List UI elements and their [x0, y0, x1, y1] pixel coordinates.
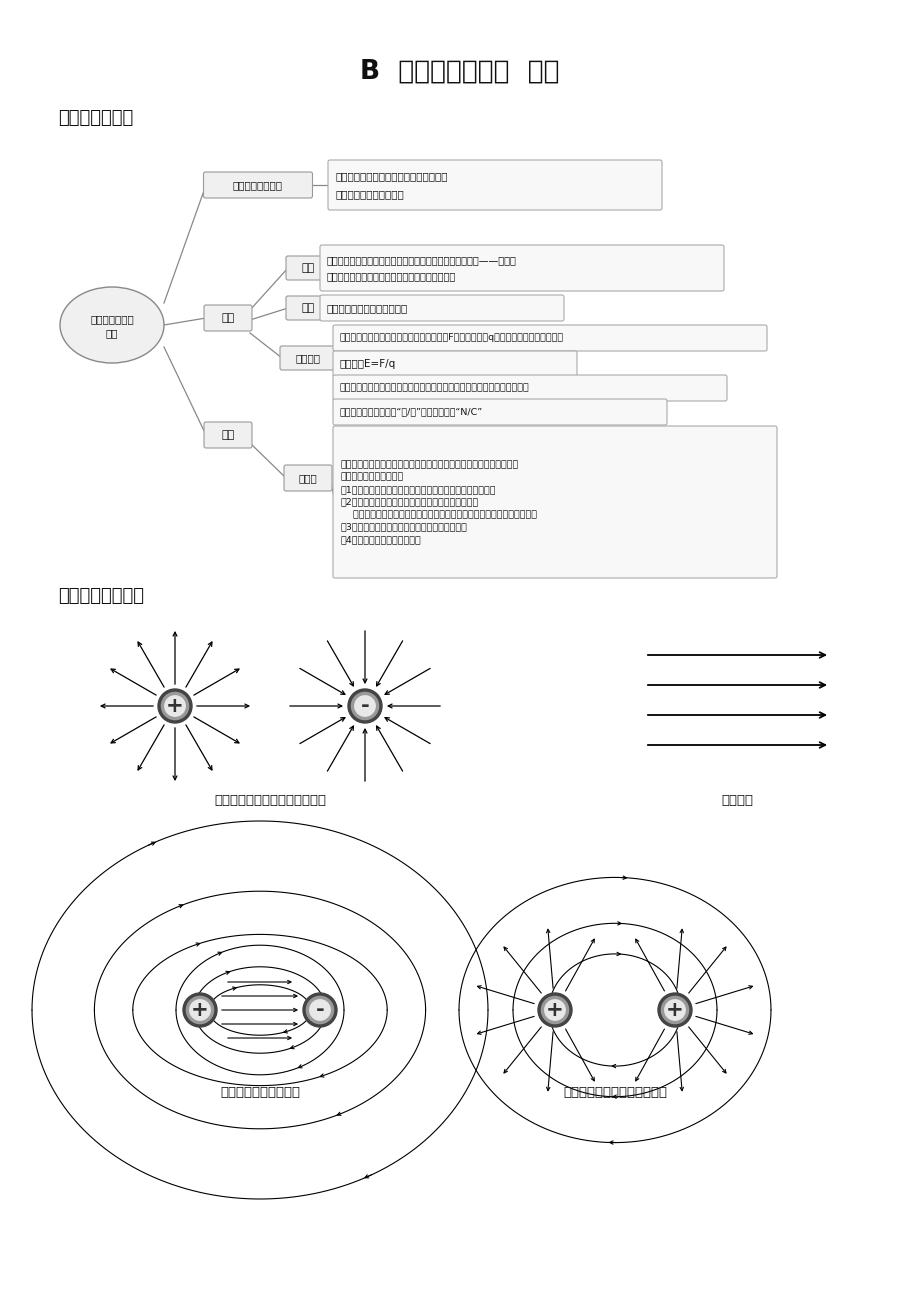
Circle shape	[540, 996, 568, 1023]
FancyBboxPatch shape	[203, 172, 312, 198]
Circle shape	[355, 695, 375, 716]
Text: 对放入其中的电荷有力的作用: 对放入其中的电荷有力的作用	[326, 303, 408, 312]
Text: 特性: 特性	[301, 303, 314, 312]
FancyBboxPatch shape	[320, 245, 723, 292]
Text: 孤立的正、负点电荷周围的电场: 孤立的正、负点电荷周围的电场	[214, 793, 325, 806]
Circle shape	[161, 693, 188, 720]
Circle shape	[347, 689, 381, 723]
Text: -: -	[360, 697, 369, 716]
FancyBboxPatch shape	[286, 296, 330, 320]
Text: -: -	[315, 1000, 324, 1019]
FancyBboxPatch shape	[320, 296, 563, 322]
Circle shape	[664, 1000, 685, 1021]
Circle shape	[544, 1000, 564, 1021]
Text: 电场: 电场	[106, 328, 119, 339]
Text: +: +	[546, 1000, 563, 1019]
Text: 电荷的相互作用: 电荷的相互作用	[90, 314, 134, 324]
FancyBboxPatch shape	[284, 465, 332, 491]
Circle shape	[187, 996, 213, 1023]
FancyBboxPatch shape	[333, 426, 777, 578]
Text: +: +	[191, 1000, 209, 1019]
FancyBboxPatch shape	[204, 422, 252, 448]
Text: +: +	[665, 1000, 683, 1019]
Text: 概念: 概念	[301, 263, 314, 273]
Text: 电场线: 电场线	[299, 473, 317, 483]
Text: 表达式：E=F/q: 表达式：E=F/q	[340, 359, 396, 368]
Text: 电场强度: 电场强度	[295, 353, 320, 363]
Circle shape	[306, 996, 334, 1023]
FancyBboxPatch shape	[333, 375, 726, 401]
Text: 知识点思维导图: 知识点思维导图	[58, 109, 133, 128]
Text: 静止电荷产生的电场只是电场中的一类，叫静电场: 静止电荷产生的电场只是电场中的一类，叫静电场	[326, 271, 456, 281]
Text: B  电荷的相互作用  电场: B 电荷的相互作用 电场	[360, 59, 559, 85]
Text: 电场强度的国际单位是“牛/库”，单位代号是“N/C”: 电场强度的国际单位是“牛/库”，单位代号是“N/C”	[340, 408, 482, 417]
FancyBboxPatch shape	[328, 160, 662, 210]
Text: 等量同种（正）点电荷的电场: 等量同种（正）点电荷的电场	[562, 1086, 666, 1099]
Text: +: +	[166, 697, 184, 716]
Text: 电场强度是矢量，规定正电荷受到的电场力的方向为该点的电场强度的方向: 电场强度是矢量，规定正电荷受到的电场力的方向为该点的电场强度的方向	[340, 384, 529, 392]
Text: 几种常见的电场线: 几种常见的电场线	[58, 587, 144, 605]
Circle shape	[189, 1000, 210, 1021]
Text: 匀强电场: 匀强电场	[720, 793, 752, 806]
Circle shape	[538, 993, 572, 1027]
Text: 同种电荷相互排斥，异种电荷相互吸引。: 同种电荷相互排斥，异种电荷相互吸引。	[335, 171, 448, 181]
Text: 描述: 描述	[221, 430, 234, 440]
Circle shape	[657, 993, 691, 1027]
Text: 等量异种点电荷的电场: 等量异种点电荷的电场	[220, 1086, 300, 1099]
FancyBboxPatch shape	[333, 326, 766, 352]
Text: 人们为形象地描述电场中各点场强的大小和方向，而人为引入的曲线，
不是在电场中客观存在的
（1）电场线起始于正电荷而终止于负电荷，电场线不闭合。
（2）电场线上某: 人们为形象地描述电场中各点场强的大小和方向，而人为引入的曲线， 不是在电场中客观…	[341, 460, 537, 544]
Text: 电场: 电场	[221, 312, 234, 323]
Circle shape	[310, 1000, 330, 1021]
Text: 在带电体周围空间里，存在着一种看不见摸不着的特殊物质——电场，: 在带电体周围空间里，存在着一种看不见摸不着的特殊物质——电场，	[326, 255, 516, 266]
Ellipse shape	[60, 286, 164, 363]
FancyBboxPatch shape	[279, 346, 335, 370]
FancyBboxPatch shape	[333, 398, 666, 424]
Circle shape	[661, 996, 687, 1023]
Circle shape	[302, 993, 336, 1027]
FancyBboxPatch shape	[286, 256, 330, 280]
Text: 定义：放在电场中某点的电荷受到的电场功F与它的电荷量q的比値叫做该点的电场强度: 定义：放在电场中某点的电荷受到的电场功F与它的电荷量q的比値叫做该点的电场强度	[340, 333, 563, 342]
FancyBboxPatch shape	[204, 305, 252, 331]
Circle shape	[183, 993, 217, 1027]
FancyBboxPatch shape	[333, 352, 576, 378]
Circle shape	[165, 695, 185, 716]
Circle shape	[158, 689, 192, 723]
Circle shape	[351, 693, 379, 720]
Text: 电荷间的相互作用: 电荷间的相互作用	[233, 180, 283, 190]
Text: 即：同性相斥，异性相吸: 即：同性相斥，异性相吸	[335, 189, 404, 199]
